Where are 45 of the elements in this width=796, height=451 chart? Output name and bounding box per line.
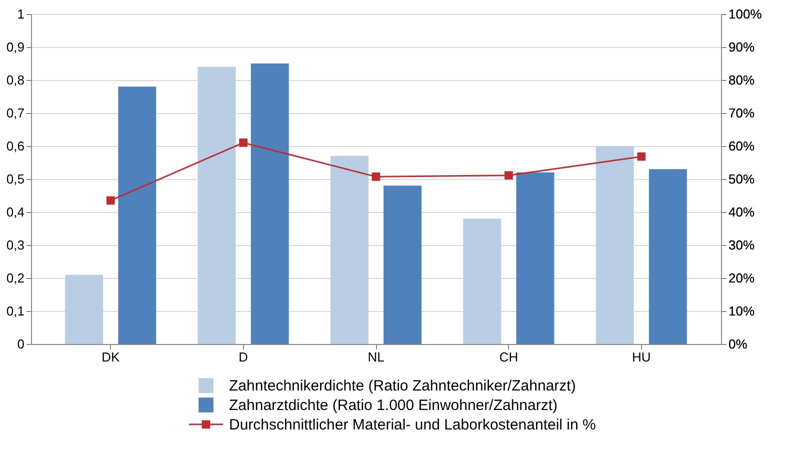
y2-tick-label: 0%: [728, 336, 748, 352]
bar: [250, 64, 289, 344]
y2-tick-label: 70%: [728, 106, 755, 120]
y2-tick-label: 60%: [728, 138, 755, 154]
x-tick-label: NL: [368, 350, 384, 364]
y-tick-label: 0,1: [6, 304, 24, 318]
bar: [648, 169, 687, 344]
y-tick-label: 0,2: [6, 270, 24, 286]
bar: [463, 218, 502, 344]
y2-tick-label: 80%: [728, 72, 755, 88]
point: [504, 171, 513, 180]
y2-tick-label: 10%: [728, 304, 755, 318]
point: [637, 152, 646, 161]
point: [106, 196, 115, 205]
y2-tick-label: 30%: [728, 238, 755, 252]
bar: [384, 186, 422, 344]
x-tick-label: HU: [632, 350, 651, 364]
bar: [198, 66, 236, 344]
legend-label: Durchschnittlicher Material- und Laborkostenanteil in %: [229, 416, 596, 434]
x-tick-label: D: [238, 350, 248, 364]
x-tick-label: DK: [102, 350, 120, 364]
bar: [330, 156, 368, 344]
y2-tick-label: 90%: [728, 40, 755, 54]
legend-label: Zahntechnikerdichte (Ratio Zahntechniker/Zahnarzt): [229, 378, 576, 395]
y-tick-label: 0,7: [6, 106, 24, 120]
y2-tick-label: 100%: [728, 6, 762, 22]
y-tick-label: 1: [17, 6, 24, 22]
legend-label: Zahnarztdichte (Ratio 1.000 Einwohner/Zahnarzt): [229, 397, 558, 414]
y2-tick-label: 50%: [728, 172, 755, 186]
y2-tick-label: 20%: [728, 270, 755, 286]
y-tick-label: 0,5: [6, 172, 24, 186]
y-tick-label: 0,4: [6, 204, 24, 220]
y-tick-label: 0,8: [6, 72, 24, 88]
y-tick-label: 0,9: [6, 40, 24, 54]
bar: [596, 146, 634, 344]
bar: [65, 274, 104, 344]
bar: [118, 86, 156, 344]
y-tick-label: 0: [17, 336, 24, 352]
point: [239, 138, 248, 147]
x-tick-label: CH: [499, 350, 518, 364]
y2-tick-label: 40%: [728, 204, 755, 220]
y-tick-label: 0,3: [6, 238, 24, 252]
y-tick-label: 0,6: [6, 138, 24, 154]
point: [372, 172, 380, 181]
bar: [516, 172, 554, 344]
